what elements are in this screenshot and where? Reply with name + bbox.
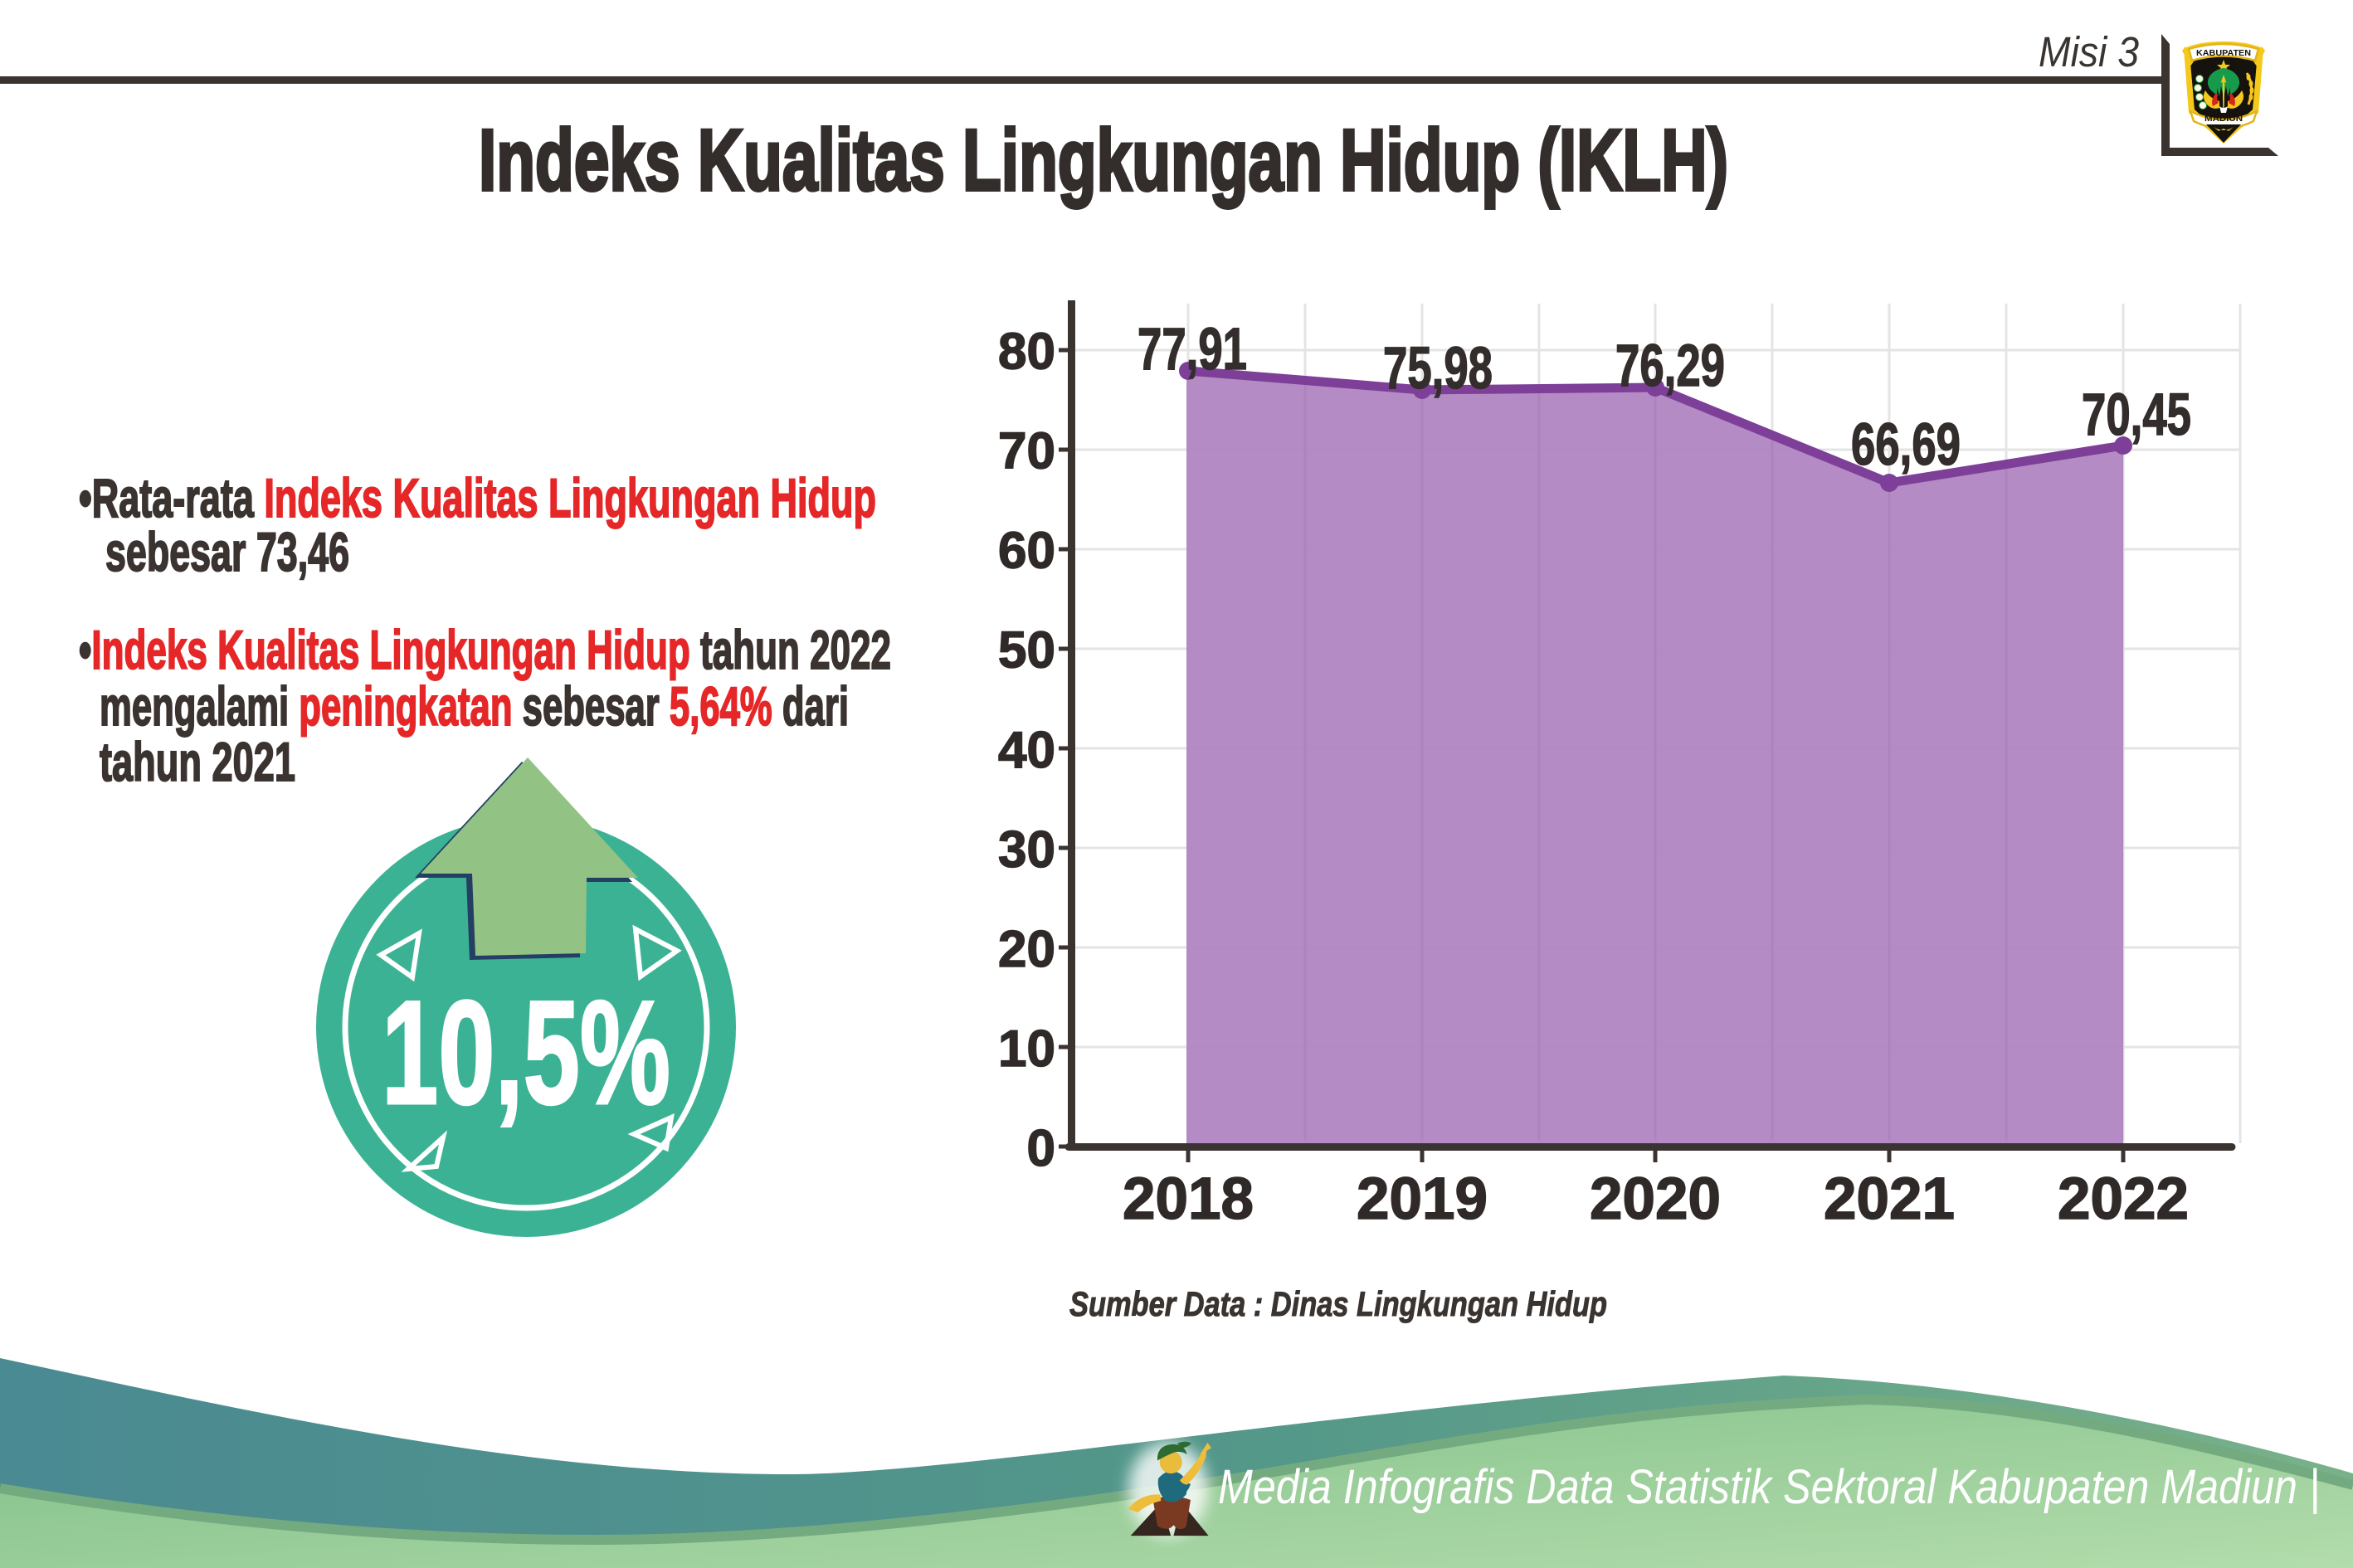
svg-text:2018: 2018 [1123, 1166, 1254, 1232]
svg-text:Media Infografis Data Statisti: Media Infografis Data Statistik Sektoral… [1218, 1460, 2320, 1514]
svg-text:Misi 3: Misi 3 [2039, 28, 2139, 75]
svg-text:sebesar 73,46: sebesar 73,46 [105, 521, 349, 582]
svg-text:2021: 2021 [1824, 1166, 1955, 1232]
svg-text:tahun 2021: tahun 2021 [100, 731, 295, 792]
svg-text:2022: 2022 [2058, 1166, 2189, 1232]
svg-text:50: 50 [998, 622, 1055, 679]
svg-text:60: 60 [998, 523, 1055, 580]
svg-text:10: 10 [998, 1020, 1055, 1078]
svg-text:2020: 2020 [1590, 1166, 1721, 1232]
svg-text:75,98: 75,98 [1383, 336, 1493, 402]
svg-text:0: 0 [1027, 1120, 1055, 1177]
svg-text:mengalami peningkatan sebesar: mengalami peningkatan sebesar 5,64% dari [100, 675, 849, 737]
svg-text:MADIUN: MADIUN [2204, 114, 2243, 124]
svg-text:40: 40 [998, 722, 1055, 779]
svg-text:70,45: 70,45 [2082, 382, 2191, 448]
svg-text:10,5%: 10,5% [382, 970, 670, 1135]
svg-text:Sumber Data : Dinas Lingkungan: Sumber Data : Dinas Lingkungan Hidup [1069, 1284, 1607, 1323]
svg-text:2019: 2019 [1357, 1166, 1488, 1232]
svg-text:77,91: 77,91 [1138, 317, 1247, 382]
svg-text:70: 70 [998, 423, 1055, 480]
svg-text:•Indeks Kualitas Lingkungan Hi: •Indeks Kualitas Lingkungan Hidup tahun … [79, 619, 891, 680]
svg-text:•Rata-rata Indeks Kualitas Lin: •Rata-rata Indeks Kualitas Lingkungan Hi… [79, 467, 876, 528]
svg-text:20: 20 [998, 921, 1055, 978]
svg-text:76,29: 76,29 [1615, 334, 1725, 399]
svg-text:80: 80 [998, 324, 1055, 381]
svg-text:30: 30 [998, 821, 1055, 879]
svg-text:Indeks Kualitas Lingkungan Hid: Indeks Kualitas Lingkungan Hidup (IKLH) [479, 112, 1728, 209]
svg-text:66,69: 66,69 [1851, 412, 1961, 478]
svg-text:KABUPATEN: KABUPATEN [2196, 49, 2251, 58]
